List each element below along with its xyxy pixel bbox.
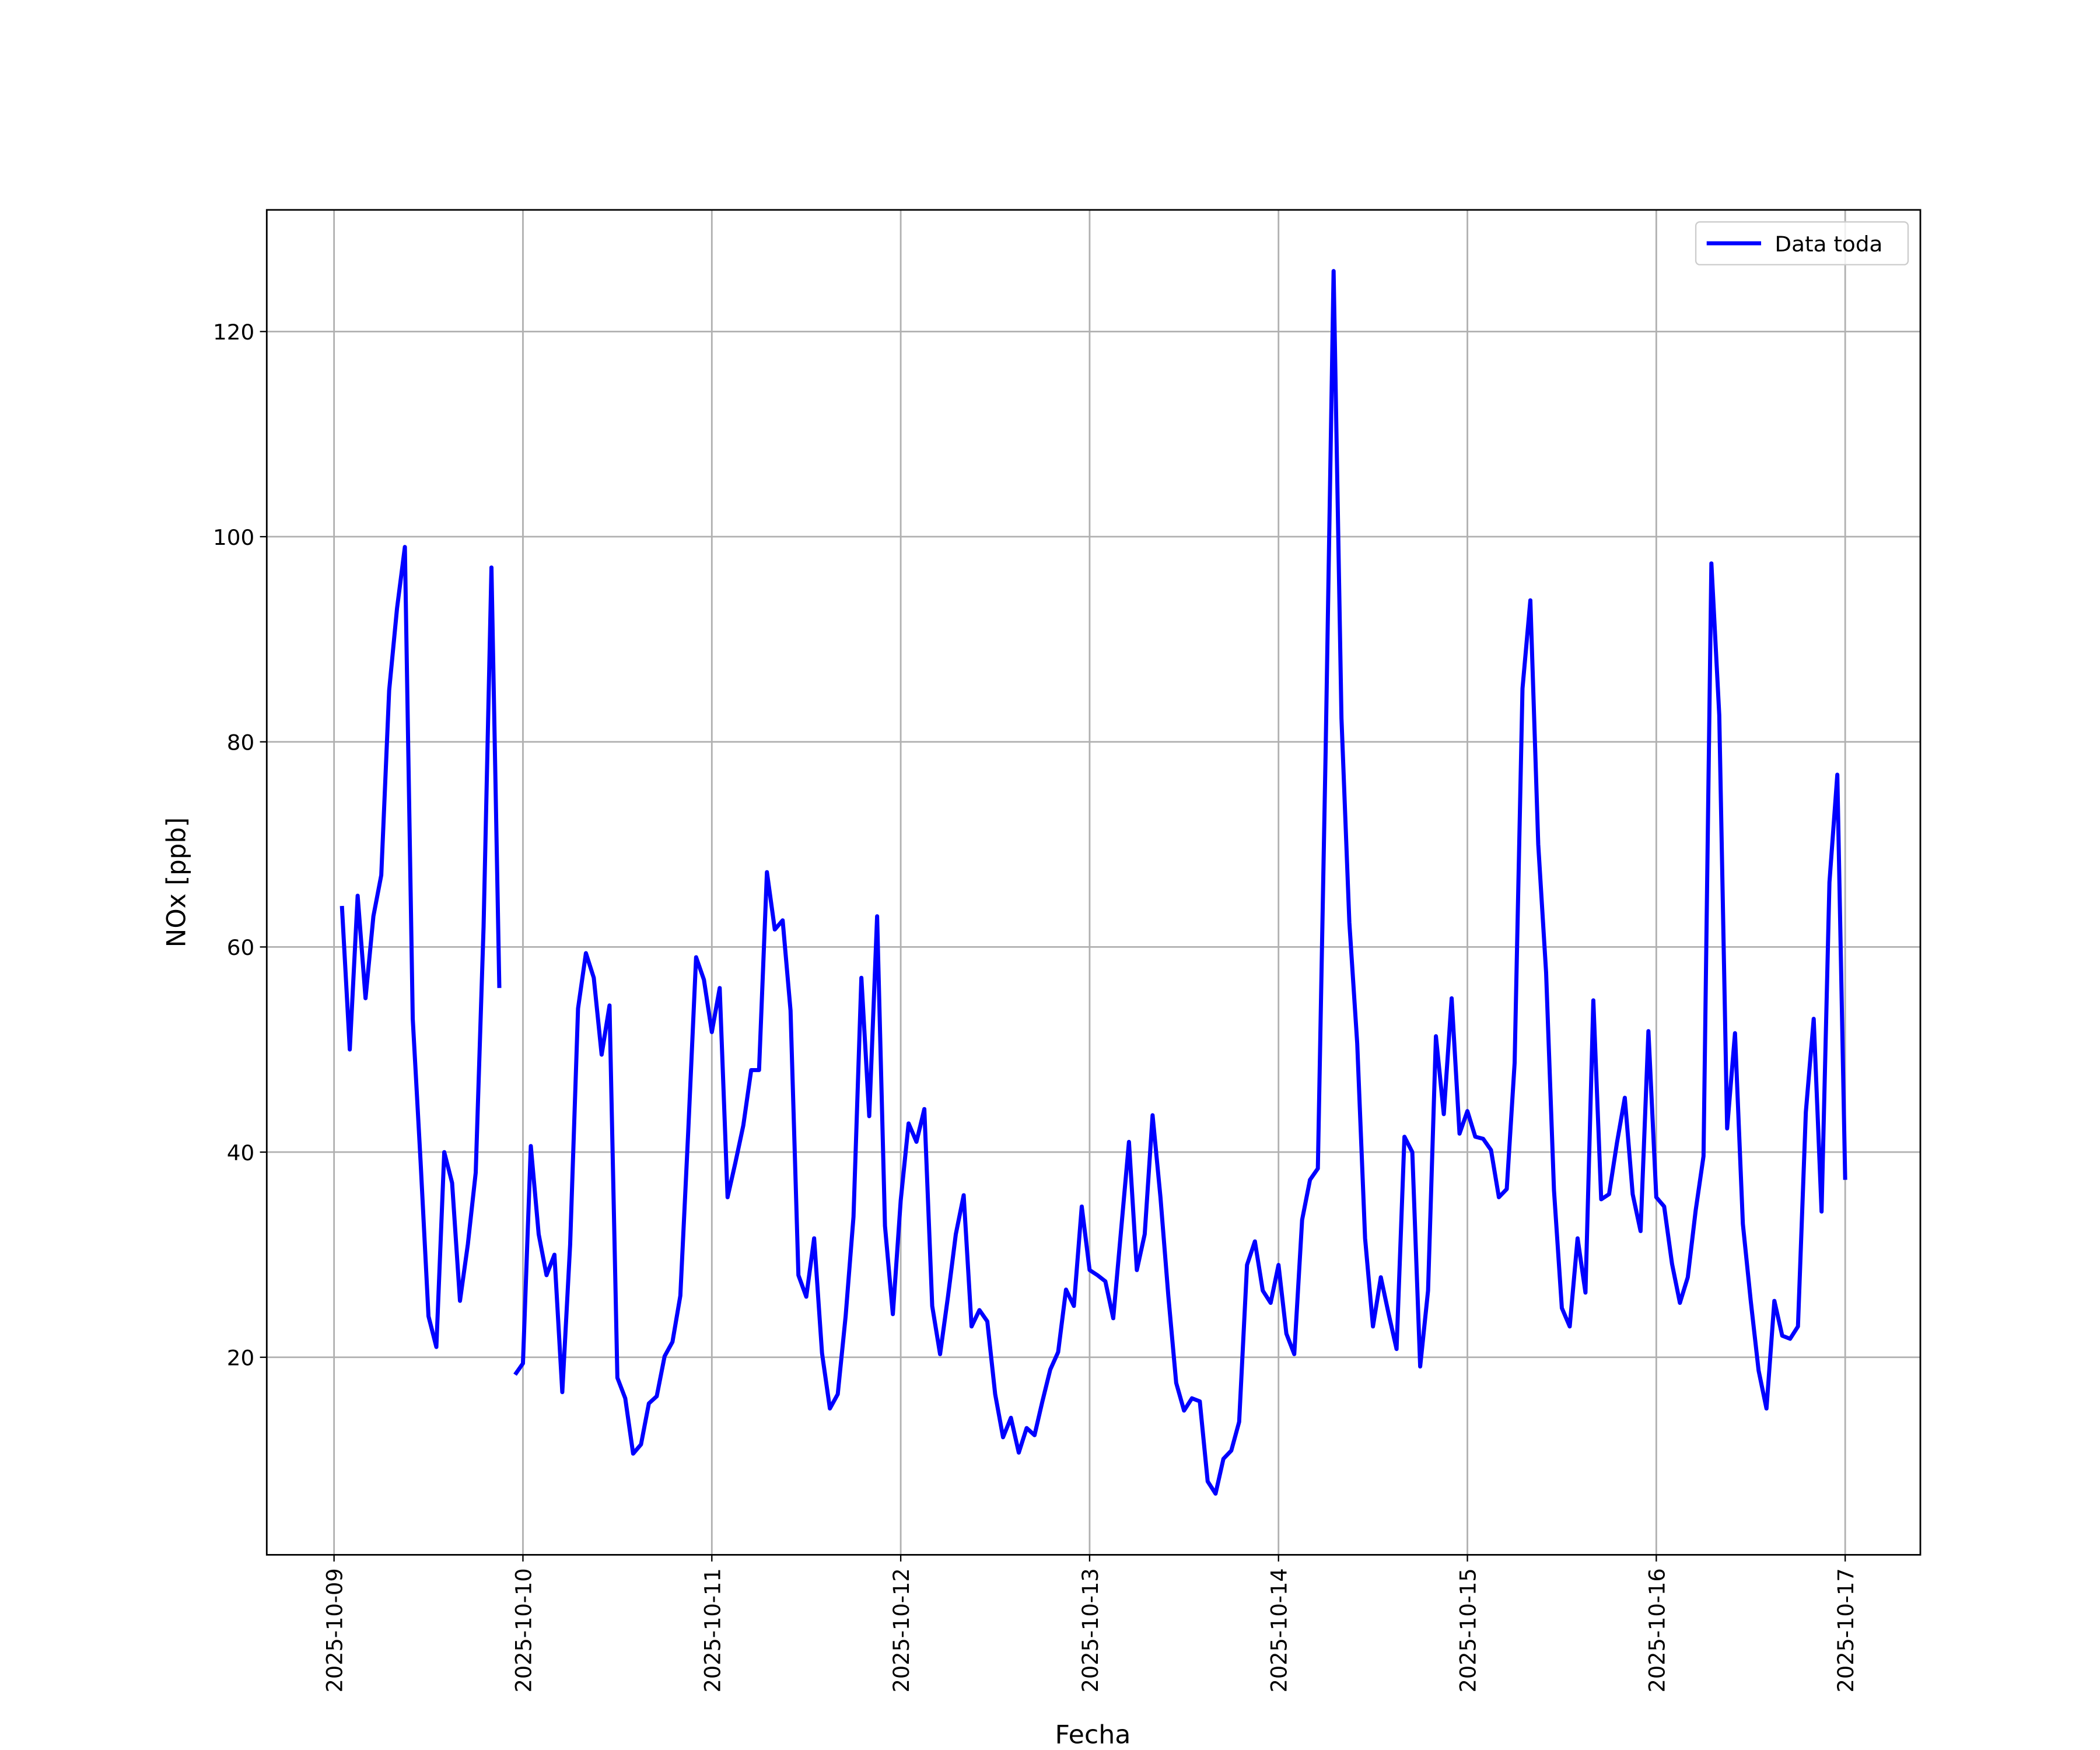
y-tick-label: 120	[213, 320, 254, 345]
plot-frame	[265, 209, 1922, 1556]
x-tick-label: 2025-10-13	[1078, 1568, 1103, 1692]
data-line	[340, 269, 1847, 1496]
legend-label: Data toda	[1774, 232, 1882, 257]
legend-box	[1695, 221, 1909, 265]
x-tick-label: 2025-10-16	[1644, 1568, 1670, 1692]
x-tick-label: 2025-10-10	[511, 1568, 536, 1692]
y-tick-label: 100	[213, 525, 254, 550]
x-axis-label: Fecha	[1055, 1720, 1131, 1750]
y-tick-label: 80	[227, 730, 255, 755]
y-tick-label: 20	[227, 1346, 255, 1371]
y-tick-label: 40	[227, 1140, 255, 1166]
x-tick-label: 2025-10-11	[700, 1568, 725, 1692]
x-tick-label: 2025-10-17	[1833, 1568, 1859, 1692]
x-tick-label: 2025-10-12	[889, 1568, 914, 1692]
x-tick-label: 2025-10-15	[1455, 1568, 1480, 1692]
x-tick-label: 2025-10-14	[1266, 1568, 1292, 1692]
x-tick-label: 2025-10-09	[322, 1568, 347, 1692]
y-tick-label: 60	[227, 935, 255, 960]
y-axis-label: NOx [ppb]	[162, 817, 191, 947]
